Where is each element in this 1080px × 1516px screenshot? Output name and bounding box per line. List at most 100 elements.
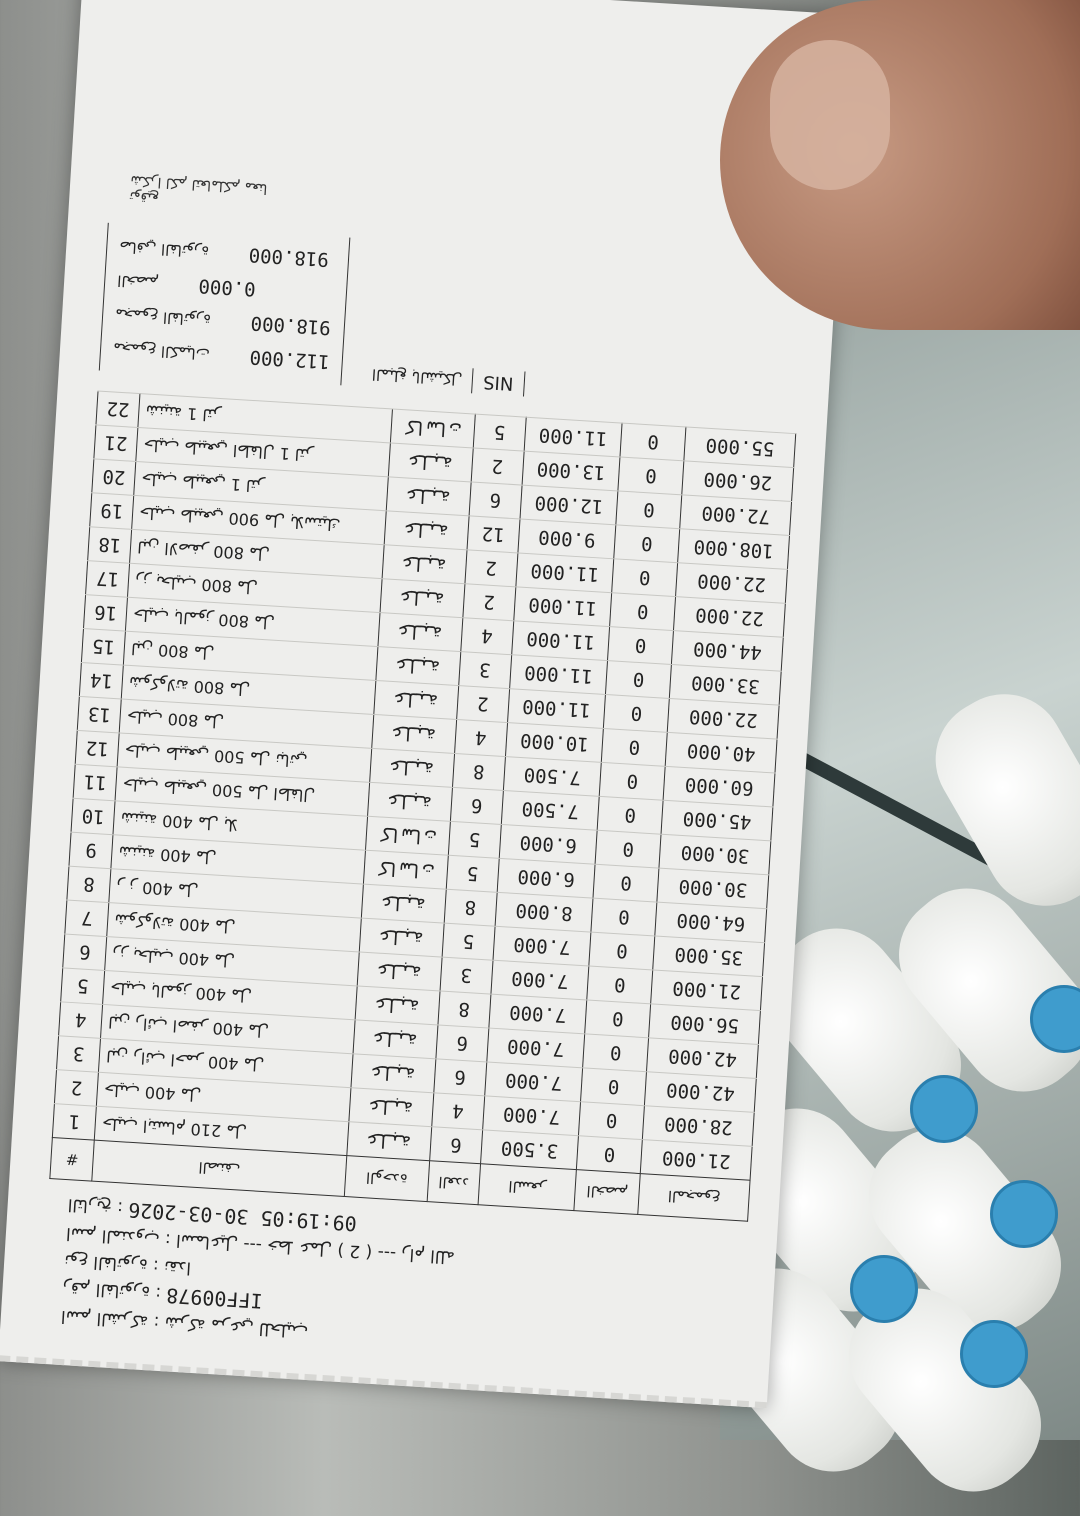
cell-price: 7.000	[486, 1028, 585, 1068]
cell-discount: 0	[593, 864, 660, 903]
cell-no: 17	[85, 560, 130, 598]
cell-price: 6.000	[497, 858, 596, 899]
currency-label: المبلغ بالشيكل	[371, 365, 463, 390]
cell-qty: 6	[468, 481, 522, 519]
cell-qty: 5	[445, 855, 500, 893]
cell-discount: 0	[576, 1135, 643, 1174]
cell-qty: 5	[447, 821, 502, 859]
cell-no: 10	[71, 798, 116, 835]
cell-total: 56.000	[648, 1003, 761, 1045]
cell-qty: 2	[470, 447, 525, 486]
cell-no: 3	[56, 1035, 101, 1073]
bottle-cap	[850, 1255, 918, 1323]
cell-unit: علبة	[352, 1019, 438, 1059]
cell-discount: 0	[586, 966, 653, 1004]
cell-unit: كاسات	[365, 816, 451, 856]
cell-qty: 6	[429, 1126, 483, 1164]
cell-qty: 3	[458, 651, 512, 689]
cell-total: 30.000	[659, 834, 771, 875]
cell-total: 40.000	[665, 732, 778, 774]
summary-label: الخصم	[116, 271, 160, 292]
receipt: اسم الشركة : شركة مرعي للحليب رقم الفاتو…	[0, 0, 852, 1409]
cell-no: 5	[60, 967, 105, 1005]
cell-total: 45.000	[661, 800, 773, 841]
column-header: السعر	[477, 1163, 577, 1211]
cell-discount: 0	[613, 524, 680, 563]
cell-discount: 0	[578, 1101, 645, 1140]
cell-no: 8	[66, 866, 112, 903]
cell-unit: علبة	[354, 985, 440, 1025]
cell-discount: 0	[580, 1067, 647, 1106]
cell-price: 11.000	[524, 417, 623, 457]
cell-price: 13.000	[521, 451, 621, 491]
summary-value: 112.000	[249, 345, 331, 373]
cell-price: 9.000	[517, 518, 616, 559]
cell-discount: 0	[609, 592, 676, 631]
column-header: الوحدة	[344, 1155, 430, 1202]
cell-price: 11.000	[511, 620, 610, 661]
cell-qty: 2	[464, 549, 518, 587]
column-header: الخصم	[573, 1169, 641, 1215]
currency-code: NIS	[471, 368, 526, 397]
cell-unit: علبة	[367, 782, 453, 822]
cell-price: 7.500	[503, 756, 602, 797]
invoice-label: رقم الفاتورة :	[62, 1277, 162, 1303]
cell-unit: علبة	[388, 442, 473, 482]
cell-qty: 8	[452, 753, 506, 791]
summary-label: مجموع الكميات	[112, 339, 211, 364]
cell-qty: 2	[456, 685, 510, 723]
cell-qty: 8	[437, 990, 491, 1029]
cell-total: 28.000	[642, 1105, 755, 1147]
cell-price: 10.000	[505, 722, 604, 763]
summary-table: مجموع الكميات 112.000 مجموع الفاتورة 918.00…	[98, 222, 351, 386]
cell-price: 11.000	[515, 552, 614, 593]
cell-price: 6.000	[499, 824, 598, 865]
summary-value: 0.000	[197, 274, 257, 300]
cell-price: 7.500	[501, 790, 600, 831]
cell-total: 108.000	[677, 528, 790, 570]
cell-discount: 0	[584, 999, 651, 1038]
cell-no: 19	[89, 492, 135, 530]
currency-box: المبلغ بالشيكل NIS	[371, 362, 526, 397]
cell-discount: 0	[611, 558, 678, 597]
cell-total: 35.000	[652, 936, 765, 977]
cell-unit: علبة	[384, 510, 469, 550]
cell-total: 21.000	[650, 969, 763, 1011]
cell-discount: 0	[599, 762, 666, 801]
cell-unit: علبة	[381, 544, 467, 584]
cell-total: 22.000	[673, 596, 786, 638]
cell-total: 72.000	[679, 494, 792, 536]
cell-no: 22	[95, 390, 141, 428]
bottle-cap	[910, 1075, 978, 1143]
cell-price: 11.000	[509, 654, 608, 695]
cell-unit: علبة	[377, 612, 463, 652]
bottle-cap	[960, 1320, 1028, 1388]
cell-qty: 12	[466, 515, 520, 553]
cell-price: 11.000	[513, 586, 612, 627]
cell-total: 22.000	[675, 562, 788, 604]
cell-qty: 2	[462, 583, 516, 621]
cell-no: 21	[93, 424, 139, 462]
cell-no: 15	[81, 628, 126, 666]
cell-discount: 0	[603, 694, 670, 733]
cell-unit: علبة	[348, 1087, 434, 1127]
cell-price: 7.000	[484, 1061, 583, 1102]
cell-discount: 0	[607, 626, 674, 665]
cell-price: 7.000	[490, 960, 589, 1000]
cell-discount: 0	[588, 932, 656, 970]
cell-qty: 8	[443, 889, 498, 927]
cell-qty: 5	[472, 414, 527, 452]
cell-total: 26.000	[682, 460, 794, 502]
cell-discount: 0	[601, 728, 668, 767]
cell-total: 21.000	[640, 1139, 753, 1181]
cell-qty: 4	[460, 617, 514, 655]
cell-unit: علبة	[371, 714, 457, 754]
cell-total: 42.000	[644, 1071, 757, 1113]
cell-unit: كاسات	[363, 850, 448, 890]
cell-unit: علبة	[350, 1053, 436, 1093]
date-label: التاريخ :	[67, 1194, 124, 1218]
thumb	[720, 0, 1080, 330]
thumbnail-nail	[770, 40, 890, 190]
cell-unit: علبة	[361, 884, 446, 924]
cell-discount: 0	[618, 456, 685, 495]
